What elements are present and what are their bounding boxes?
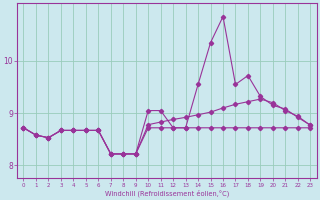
X-axis label: Windchill (Refroidissement éolien,°C): Windchill (Refroidissement éolien,°C): [105, 189, 229, 197]
